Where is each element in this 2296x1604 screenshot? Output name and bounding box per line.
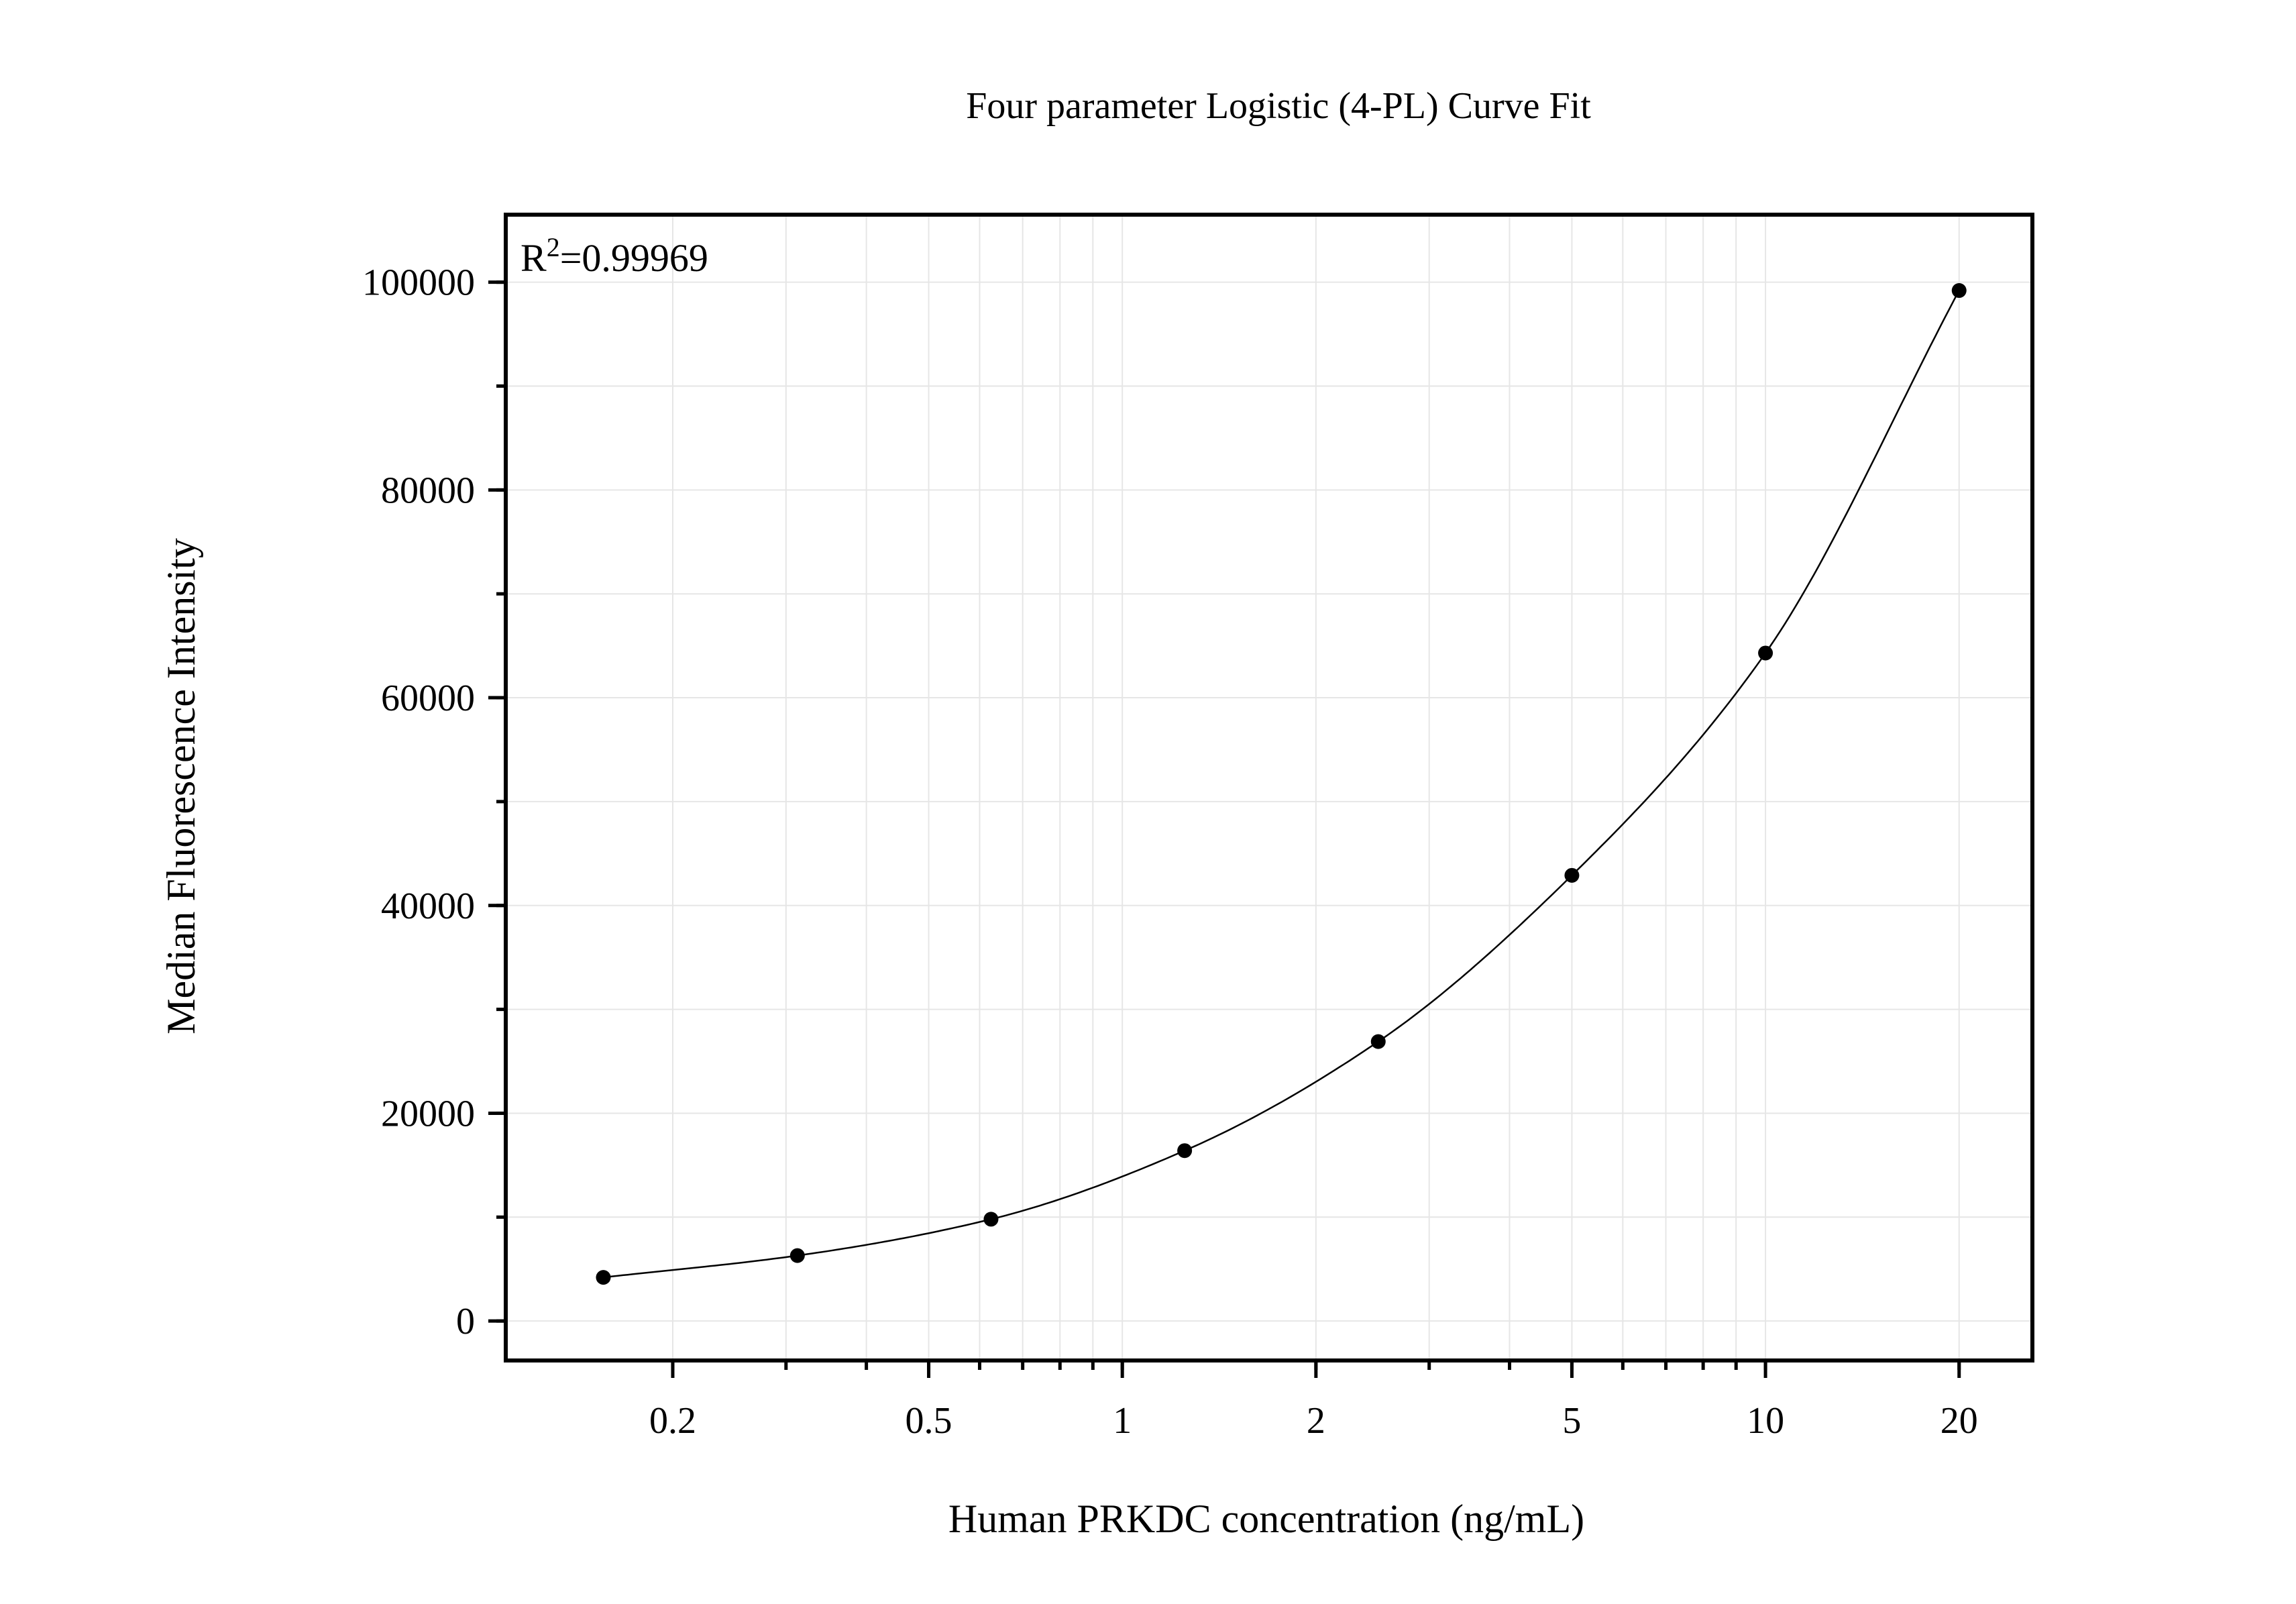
y-tick-label: 0 <box>456 1301 475 1342</box>
data-point <box>1758 645 1773 661</box>
x-axis-title: Human PRKDC concentration (ng/mL) <box>948 1497 1584 1541</box>
x-tick-label: 10 <box>1747 1400 1784 1442</box>
data-point <box>1951 283 1967 299</box>
x-tick-labels: 0.2 0.5 1 2 5 10 20 <box>649 1400 1978 1442</box>
y-tick-label: 100000 <box>362 262 475 304</box>
r2-prefix: R <box>521 236 547 280</box>
x-tick-label: 0.5 <box>906 1400 952 1442</box>
r2-superscript: 2 <box>547 232 560 262</box>
plot-frame <box>504 213 2034 1362</box>
data-point <box>789 1248 805 1263</box>
r2-value: =0.99969 <box>560 236 708 280</box>
data-point <box>596 1270 611 1285</box>
y-tick-label: 80000 <box>381 470 475 511</box>
grid <box>506 215 2032 1360</box>
x-tick-label: 20 <box>1940 1400 1978 1442</box>
x-tick-label: 0.2 <box>649 1400 696 1442</box>
x-tick-label: 5 <box>1562 1400 1581 1442</box>
y-tick-label: 20000 <box>381 1093 475 1134</box>
data-point <box>1177 1143 1193 1159</box>
data-point <box>983 1212 999 1227</box>
y-tick-label: 40000 <box>381 886 475 927</box>
x-tick-label: 2 <box>1307 1400 1325 1442</box>
fit-curve <box>603 290 1960 1279</box>
data-points <box>596 283 1967 1285</box>
x-tick-label: 1 <box>1113 1400 1132 1442</box>
r-squared-annotation: R2=0.99969 <box>521 232 708 280</box>
data-point <box>1564 867 1580 883</box>
y-tick-label: 60000 <box>381 678 475 719</box>
data-point <box>1370 1034 1386 1049</box>
chart-title: Four parameter Logistic (4-PL) Curve Fit <box>966 85 1591 127</box>
y-axis-title: Median Fluorescence Intensity <box>159 538 203 1034</box>
axis-ticks <box>488 280 1961 1378</box>
y-tick-labels: 0 20000 40000 60000 80000 100000 <box>362 262 475 1343</box>
